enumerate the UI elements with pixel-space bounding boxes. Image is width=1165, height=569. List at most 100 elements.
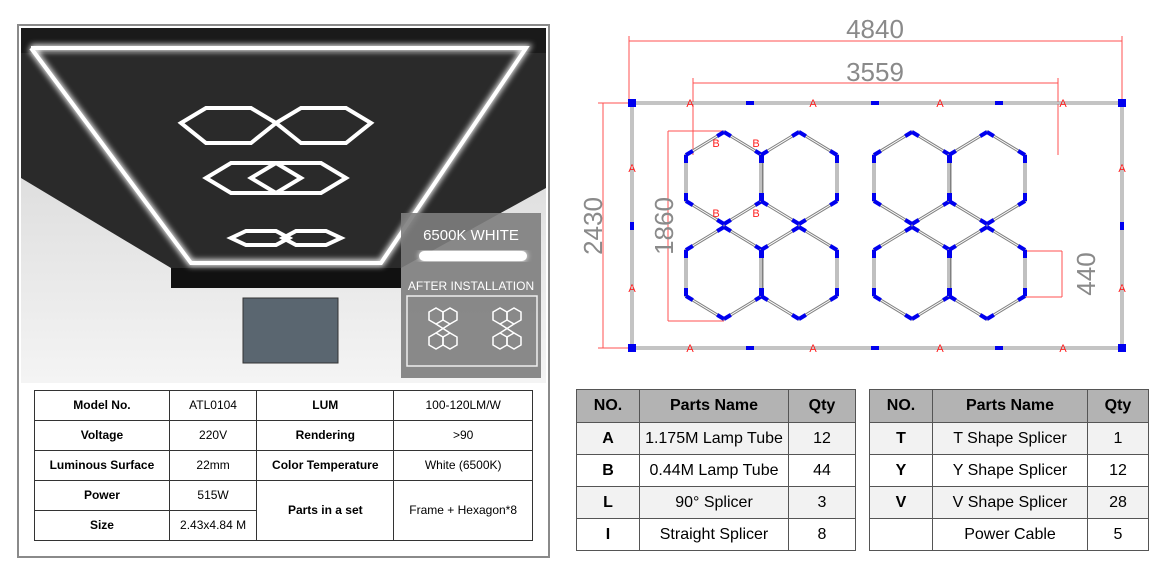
- splicer-connector: [872, 244, 882, 252]
- part-qty: 1: [1087, 422, 1149, 455]
- straight-splicer: [871, 101, 879, 105]
- overall-height-dimension: 2430: [578, 197, 608, 255]
- splicer-connector: [797, 218, 807, 226]
- spec-value: ATL0104: [168, 390, 258, 421]
- overall-width-dimension: 4840: [846, 14, 904, 44]
- spec-value: 100-120LM/W: [393, 390, 533, 421]
- splicer-connector: [722, 225, 732, 233]
- splicer-connector: [684, 294, 694, 302]
- spec-key: Parts in a set: [256, 480, 395, 541]
- after-installation-label: AFTER INSTALLATION: [408, 279, 534, 293]
- corner-splicer: [1118, 99, 1126, 107]
- part-label: A: [1059, 343, 1067, 355]
- splicer-connector: [797, 225, 807, 233]
- spec-key: Color Temperature: [256, 450, 395, 481]
- part-name: Power Cable: [932, 518, 1088, 551]
- splicer-connector: [791, 218, 801, 226]
- color-temperature-label: 6500K WHITE: [423, 227, 519, 244]
- part-no: T: [869, 422, 933, 455]
- part-label: A: [1118, 283, 1126, 295]
- parts-table-left: NO. Parts Name Qty A 1.175M Lamp Tube 12 B 0.…: [576, 389, 856, 551]
- straight-splicer: [995, 101, 1003, 105]
- splicer-connector: [829, 199, 839, 207]
- part-no: A: [576, 422, 640, 455]
- splicer-connector: [722, 130, 732, 138]
- part-qty: 28: [1087, 486, 1149, 519]
- splicer-connector: [979, 313, 989, 321]
- part-no: Y: [869, 454, 933, 487]
- corner-splicer: [628, 99, 636, 107]
- part-qty: 44: [788, 454, 856, 487]
- splicer-connector: [947, 244, 957, 252]
- part-label: B: [712, 138, 719, 150]
- splicer-connector: [910, 218, 920, 226]
- splicer-connector: [684, 149, 694, 157]
- part-name: T Shape Splicer: [932, 422, 1088, 455]
- outer-frame: [630, 101, 1124, 350]
- splicer-connector: [829, 294, 839, 302]
- splicer-connector: [684, 244, 694, 252]
- splicer-connector: [1017, 149, 1027, 157]
- hexagon: [947, 130, 1027, 226]
- splicer-connector: [1017, 244, 1027, 252]
- splicer-connector: [947, 294, 957, 302]
- spec-value: White (6500K): [393, 450, 533, 481]
- splicer-connector: [910, 130, 920, 138]
- splicer-connector: [791, 130, 801, 138]
- table-row: B 0.44M Lamp Tube 44: [576, 454, 856, 487]
- segment-dimension: 440: [1071, 252, 1101, 295]
- spec-key: Luminous Surface: [34, 450, 170, 481]
- splicer-connector: [722, 313, 732, 321]
- part-label: A: [686, 98, 694, 110]
- part-name: 1.175M Lamp Tube: [639, 422, 789, 455]
- part-qty: 12: [788, 422, 856, 455]
- splicer-connector: [947, 199, 957, 207]
- hexagon: [947, 225, 1027, 321]
- part-name: 0.44M Lamp Tube: [639, 454, 789, 487]
- splicer-connector: [979, 225, 989, 233]
- inner-width-dimension: 3559: [846, 57, 904, 87]
- spec-value: 2.43x4.84 M: [168, 510, 258, 541]
- spec-value: Frame + Hexagon*8: [393, 480, 533, 541]
- splicer-connector: [829, 149, 839, 157]
- window: [242, 297, 339, 364]
- header-parts-name: Parts Name: [932, 389, 1088, 423]
- splicer-connector: [716, 313, 726, 321]
- part-label: A: [628, 163, 636, 175]
- spec-table: Model No. ATL0104 LUM 100-120LM/W Voltage 22…: [34, 390, 533, 541]
- hexagon: [872, 130, 952, 226]
- part-qty: 5: [1087, 518, 1149, 551]
- splicer-connector: [979, 218, 989, 226]
- part-qty: 3: [788, 486, 856, 519]
- hexagon: [684, 225, 764, 321]
- table-row: A 1.175M Lamp Tube 12: [576, 422, 856, 455]
- part-no: V: [869, 486, 933, 519]
- header-parts-name: Parts Name: [639, 389, 789, 423]
- part-no: [869, 518, 933, 551]
- part-name: 90° Splicer: [639, 486, 789, 519]
- product-photo-panel: 6500K WHITE AFTER INSTALLATION Model No.…: [17, 24, 550, 558]
- splicer-connector: [985, 218, 995, 226]
- splicer-connector: [904, 225, 914, 233]
- straight-splicer: [1120, 222, 1124, 230]
- part-no: L: [576, 486, 640, 519]
- hexagon: [759, 225, 839, 321]
- spec-key: Voltage: [34, 420, 170, 451]
- dimension-lines: [598, 36, 1123, 349]
- part-label: B: [752, 138, 759, 150]
- straight-splicer: [746, 346, 754, 350]
- splicer-connector: [722, 218, 732, 226]
- header-no: NO.: [576, 389, 640, 423]
- straight-splicer: [746, 101, 754, 105]
- hexagon: [872, 225, 952, 321]
- straight-splicer: [995, 346, 1003, 350]
- splicer-connector: [684, 199, 694, 207]
- corner-splicer: [628, 344, 636, 352]
- technical-drawing: 4840 3559 2430 1860 440 A A A A A A A A A A A A B B B B: [578, 14, 1126, 355]
- part-name: V Shape Splicer: [932, 486, 1088, 519]
- straight-splicer: [871, 346, 879, 350]
